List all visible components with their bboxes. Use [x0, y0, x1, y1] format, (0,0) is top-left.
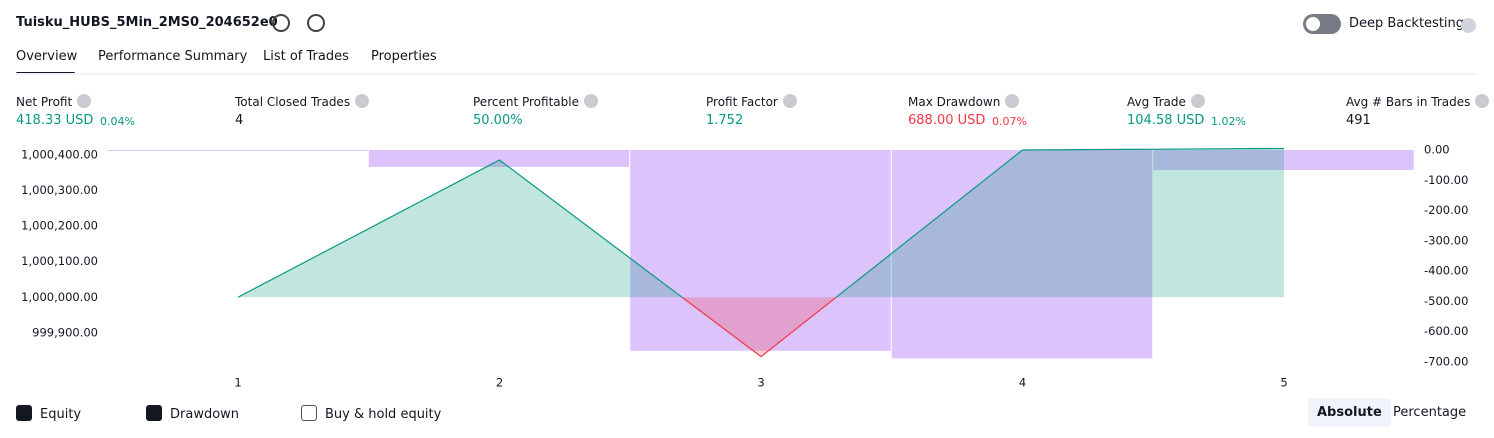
checkbox[interactable]: Drawdown: [146, 405, 239, 422]
y-tick-label: 1,000,300.00: [21, 183, 98, 197]
tab[interactable]: Overview: [16, 49, 78, 64]
mode-button[interactable]: Percentage: [1393, 405, 1467, 420]
tab[interactable]: Properties: [371, 49, 437, 64]
checkbox-box[interactable]: [146, 405, 162, 421]
info-icon[interactable]: [77, 94, 92, 108]
y2-tick-label: 0.00: [1424, 143, 1450, 157]
deep-label: Deep Backtesting: [1349, 16, 1465, 31]
metric-value: 104.58 USD: [1127, 113, 1205, 128]
checkbox[interactable]: Buy & hold equity: [301, 405, 441, 422]
y2-tick-label: -700.00: [1424, 355, 1468, 369]
metric-pct: 0.07%: [992, 115, 1027, 128]
metric-value: 418.33 USD: [16, 113, 94, 128]
checkbox-label: Buy & hold equity: [325, 407, 442, 422]
mode-button[interactable]: Absolute: [1308, 398, 1391, 427]
info-icon[interactable]: [583, 94, 598, 108]
info-icon[interactable]: [1475, 94, 1490, 108]
alert-icon[interactable]: [307, 14, 325, 32]
strategy-title: Tuisku_HUBS_5Min_2MS0_204652e0: [16, 15, 278, 30]
y2-tick-label: -600.00: [1424, 324, 1468, 338]
x-tick-label: 3: [757, 376, 764, 390]
x-tick-label: 1: [234, 376, 241, 390]
metric-value: 688.00 USD: [908, 113, 986, 128]
checkbox-box[interactable]: [301, 405, 317, 421]
checkbox-box[interactable]: [16, 405, 32, 421]
info-icon[interactable]: [355, 94, 370, 108]
metric-pct: 0.04%: [100, 115, 135, 128]
metric-label: Avg # Bars in Trades: [1346, 94, 1490, 109]
deep-toggle[interactable]: [1303, 14, 1341, 34]
metric-label: Profit Factor: [706, 94, 797, 109]
y-tick-label: 1,000,200.00: [21, 219, 98, 233]
checkbox[interactable]: Equity: [16, 405, 81, 422]
drawdown-bar: [368, 150, 630, 167]
y2-tick-label: -300.00: [1424, 233, 1468, 247]
drawdown-bar: [107, 150, 368, 151]
metric-value: 491: [1346, 113, 1371, 128]
metric-value: 1.752: [706, 113, 744, 128]
metric-value: 4: [235, 113, 244, 128]
y-tick-label: 1,000,400.00: [21, 147, 98, 161]
x-tick-label: 4: [1019, 376, 1026, 390]
info-icon[interactable]: [1005, 94, 1020, 108]
settings-icon[interactable]: [272, 14, 290, 32]
y-tick-label: 999,900.00: [32, 325, 98, 339]
metric-label: Total Closed Trades: [235, 94, 370, 109]
tab[interactable]: List of Trades: [263, 49, 349, 64]
help-icon[interactable]: [1461, 18, 1476, 33]
x-tick-label: 5: [1280, 376, 1287, 390]
info-icon[interactable]: [782, 94, 797, 108]
y2-tick-label: -500.00: [1424, 294, 1468, 308]
y2-tick-label: -100.00: [1424, 173, 1468, 187]
x-tick-label: 2: [496, 376, 503, 390]
info-icon[interactable]: [1190, 94, 1205, 108]
y-tick-label: 1,000,100.00: [21, 254, 98, 268]
tab[interactable]: Performance Summary: [98, 49, 248, 64]
checkbox-label: Drawdown: [170, 407, 240, 422]
checkbox-label: Equity: [40, 407, 82, 422]
metric-label: Avg Trade: [1127, 94, 1205, 109]
metric-pct: 1.02%: [1211, 115, 1246, 128]
chart: 999,900.00 1,000,000.00 1,000,100.00 1,000,…: [21, 143, 1468, 390]
y2-tick-label: -400.00: [1424, 264, 1468, 278]
tab-rule: [16, 73, 1477, 75]
metric-label: Percent Profitable: [473, 94, 598, 109]
equity-area: [238, 148, 1284, 357]
equity-line: [237, 147, 1285, 358]
metric-label: Max Drawdown: [908, 94, 1020, 109]
y-tick-label: 1,000,000.00: [21, 290, 98, 304]
y2-tick-label: -200.00: [1424, 203, 1468, 217]
metric-value: 50.00%: [473, 113, 523, 128]
metric-label: Net Profit: [16, 94, 92, 109]
